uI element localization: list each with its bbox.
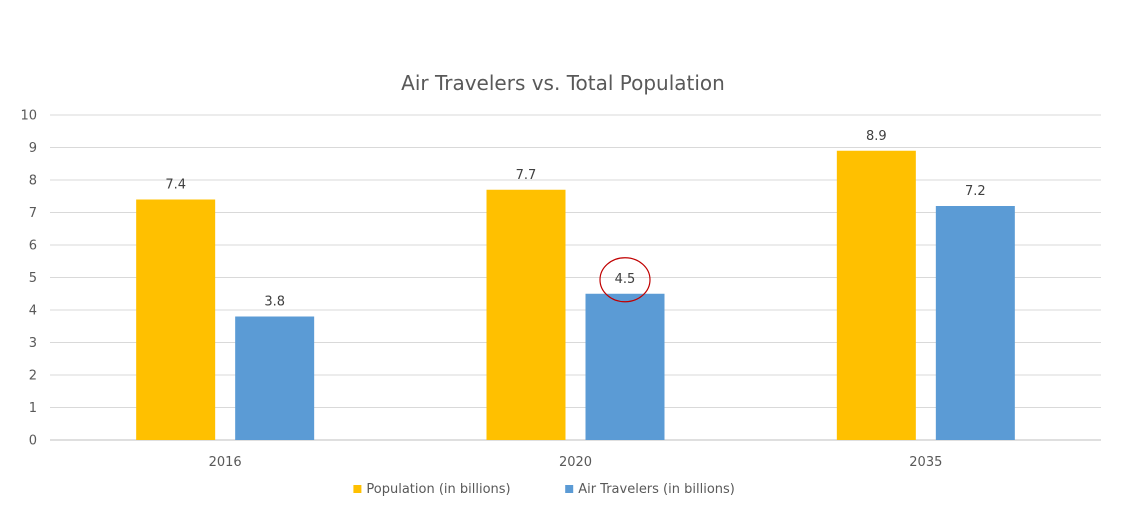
bar-air-travelers-2035 [935, 206, 1015, 440]
y-tick-label: 8 [29, 174, 37, 189]
y-tick-label: 1 [29, 401, 37, 416]
legend-swatch-population [353, 485, 362, 493]
y-tick-label: 4 [29, 304, 37, 319]
legend-label-population: Population (in billions) [366, 482, 510, 497]
data-label: 3.8 [264, 295, 285, 310]
highlight-circle [599, 257, 651, 303]
bar-population-2016 [136, 199, 216, 440]
data-label: 7.7 [516, 168, 537, 183]
legend: Population (in billions) Air Travelers (i… [353, 482, 735, 497]
y-tick-label: 9 [29, 141, 37, 156]
bar-air-travelers-2020 [585, 293, 665, 440]
x-tick-label: 2035 [909, 455, 942, 470]
chart-title: Air Travelers vs. Total Population [401, 71, 725, 95]
x-axis-ticks: 2016 2020 2035 [209, 455, 943, 470]
data-label: 7.4 [165, 178, 186, 193]
y-tick-label: 2 [29, 369, 37, 384]
y-tick-label: 0 [29, 434, 37, 449]
gridlines [50, 114, 1101, 441]
y-tick-label: 3 [29, 336, 37, 351]
data-label: 7.2 [965, 184, 986, 199]
x-tick-label: 2020 [559, 455, 592, 470]
bar-air-travelers-2016 [235, 316, 315, 440]
legend-label-air-travelers: Air Travelers (in billions) [578, 482, 735, 497]
legend-swatch-air-travelers [565, 485, 574, 493]
y-axis-ticks: 0 1 2 3 4 5 6 7 8 9 10 [20, 109, 37, 449]
y-tick-label: 5 [29, 271, 37, 286]
y-tick-label: 6 [29, 239, 37, 254]
data-labels: 7.4 3.8 7.7 4.5 8.9 7.2 [165, 129, 985, 310]
bar-population-2035 [836, 150, 916, 440]
bar-population-2020 [486, 189, 566, 440]
y-tick-label: 7 [29, 206, 37, 221]
x-tick-label: 2016 [209, 455, 242, 470]
bars [136, 150, 1015, 440]
data-label: 4.5 [615, 272, 636, 287]
y-tick-label: 10 [20, 109, 37, 124]
data-label: 8.9 [866, 129, 887, 144]
